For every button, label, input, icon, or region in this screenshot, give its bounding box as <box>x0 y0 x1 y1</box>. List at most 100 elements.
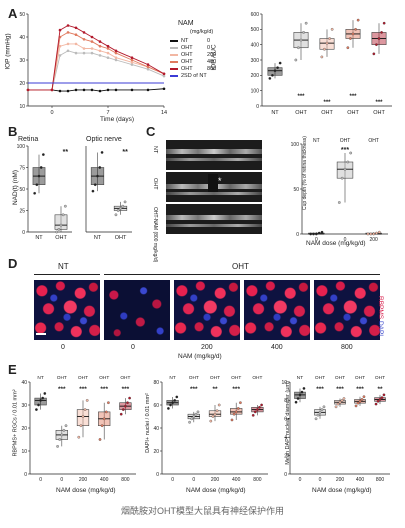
a-auc-point-2-4 <box>330 27 334 31</box>
e1-point-3-3 <box>104 410 108 414</box>
legend-item: OHT 800 <box>170 66 216 73</box>
panel-d-dose-1: 0 <box>131 344 135 351</box>
e3-point-1-4 <box>322 405 326 409</box>
a-line-xtick-label-0: 0 <box>50 110 53 116</box>
oct-image-oht-nam <box>166 204 262 234</box>
b-optic-point-1-4 <box>123 200 127 204</box>
b-optic-point-1-3 <box>121 204 125 208</box>
panel-letter-a: A <box>8 6 18 21</box>
e1-point-1-1 <box>58 438 62 441</box>
a-series-point-2-3 <box>66 42 70 46</box>
panel-letter-c: C <box>146 124 156 139</box>
micrograph-oht-400 <box>244 280 310 340</box>
e3-point-3-0 <box>354 404 358 408</box>
c-cup-point-2-1 <box>369 232 373 236</box>
a-line-ytick-label-4: 50 <box>19 12 25 18</box>
a-series-point-4-12 <box>162 72 166 76</box>
e1-point-4-0 <box>119 412 123 416</box>
oct-label-oht: OHT <box>152 178 158 190</box>
a-series-point-4-6 <box>90 35 94 39</box>
e1-dose-2: 200 <box>79 477 88 483</box>
stain-rbpms: RBPMS <box>377 296 384 320</box>
a-auc-star-1: *** <box>297 94 305 100</box>
a-series-point-4-9 <box>114 49 118 53</box>
panel-letter-b: B <box>8 124 18 139</box>
micrograph-nt-0 <box>34 280 100 340</box>
a-series-point-0-6 <box>90 88 94 92</box>
a-series-point-3-4 <box>74 33 78 36</box>
a-auc-point-3-0 <box>346 46 350 50</box>
e3-point-1-3 <box>320 408 324 411</box>
e3-point-3-4 <box>362 395 366 399</box>
a-auc-point-3-1 <box>349 37 352 40</box>
legend-swatch <box>170 53 178 56</box>
panel-d-dose-3: 400 <box>271 344 283 351</box>
a-series-point-2-2 <box>58 44 62 48</box>
e2-point-2-0 <box>209 419 213 423</box>
legend-unit: (mg/kg/d) <box>190 29 214 35</box>
a-series-point-4-1 <box>50 88 54 92</box>
e2-point-1-3 <box>194 412 198 416</box>
legend-label: OHT <box>181 66 193 72</box>
b-retina-point-0-0 <box>33 191 36 195</box>
e3-ytick-label-3: 6 <box>284 417 287 423</box>
legend-dose: 200 <box>207 52 217 58</box>
a-series-point-1-10 <box>130 63 134 66</box>
a-auc-point-1-1 <box>297 46 300 50</box>
oht-bracket <box>104 274 380 275</box>
a-series-point-3-9 <box>114 51 118 55</box>
c-cup-point-2-4 <box>377 230 381 234</box>
c-cup-point-2-3 <box>375 231 378 235</box>
e3-point-4-0 <box>374 402 378 406</box>
micrograph-oht-800 <box>314 280 380 340</box>
legend-item: NT 0 <box>170 38 216 45</box>
a-series-point-3-8 <box>106 47 110 50</box>
a-series-point-1-9 <box>114 58 118 62</box>
legend-label: 2SD of NT <box>181 73 207 79</box>
b-retina-sig: ** <box>63 149 69 156</box>
a-auc-xlabel-1: OHT <box>295 110 307 116</box>
a-auc-point-0-3 <box>276 66 279 70</box>
e3-point-2-4 <box>342 397 346 400</box>
c-cup-point-0-4 <box>320 230 324 234</box>
panel-e-ylabel-2: DAPI+ nuclei / 0.01 mm² <box>144 393 151 453</box>
e2-point-4-2 <box>256 408 259 411</box>
e2-point-2-1 <box>211 415 215 418</box>
b-optic-point-0-0 <box>91 189 95 193</box>
b-retina-point-0-3 <box>39 166 43 169</box>
e2-point-3-2 <box>234 410 238 414</box>
a-series-point-4-7 <box>98 40 102 43</box>
e1-star-4: *** <box>122 386 130 393</box>
legend-title: NAM <box>178 20 194 27</box>
a-line-ytick-label-1: 20 <box>19 81 25 87</box>
a-auc-point-1-2 <box>299 38 303 42</box>
e1-dose-0: 0 <box>39 477 42 483</box>
c-cup-ytick-label-2: 100 <box>291 142 300 148</box>
a-series-point-1-2 <box>58 54 62 57</box>
e2-point-3-1 <box>232 412 236 416</box>
e2-point-4-4 <box>260 403 263 407</box>
e2-point-0-3 <box>173 399 177 402</box>
e3-point-2-0 <box>334 405 338 409</box>
e3-dose-4: 800 <box>376 477 385 483</box>
e3-dose-0: 0 <box>299 477 302 483</box>
e2-point-0-4 <box>175 395 179 399</box>
b-optic-point-0-3 <box>98 166 102 169</box>
e2-dose-3: 400 <box>232 477 241 483</box>
e2-dose-2: 200 <box>211 477 220 483</box>
c-cup-sig: *** <box>341 147 349 154</box>
a-auc-ytick-label-4: 400 <box>251 42 260 48</box>
e1-point-3-1 <box>100 424 104 428</box>
e1-point-0-1 <box>37 403 40 407</box>
e1-point-4-3 <box>126 401 129 405</box>
e2-point-1-4 <box>196 410 200 414</box>
a-auc-point-2-2 <box>325 41 329 45</box>
b-optic-xlabel-1: OHT <box>115 235 127 241</box>
e2-ytick-label-1: 20 <box>153 449 159 455</box>
b-optic-xlabel-0: NT <box>94 235 102 241</box>
b-optic-point-1-0 <box>114 213 118 217</box>
figure-caption: 烟酰胺对OHT模型大鼠具有神经保护作用 <box>121 506 284 516</box>
c-cup-point-1-4 <box>349 151 353 155</box>
a-series-point-1-5 <box>82 51 86 55</box>
a-series-point-2-8 <box>106 51 110 55</box>
